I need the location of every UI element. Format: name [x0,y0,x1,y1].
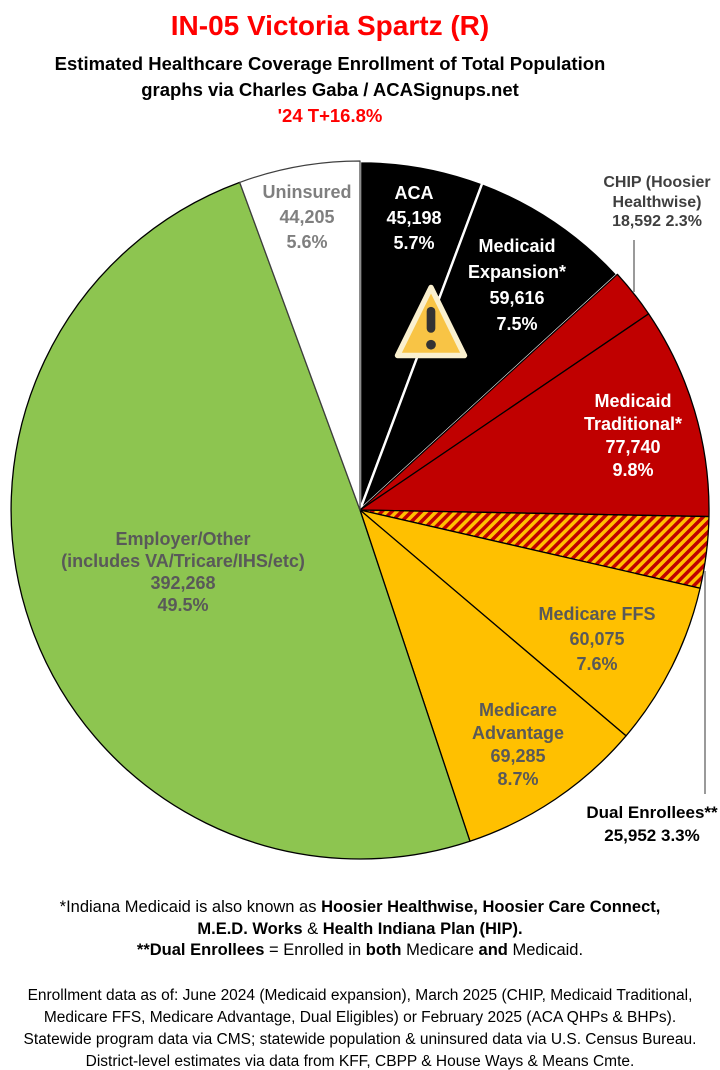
page-title: IN-05 Victoria Spartz (R) [170,10,490,41]
slice-label-chip: CHIP (Hoosier Healthwise) 18,592 2.3% [557,173,720,232]
slice-label-line: 45,198 [386,208,442,228]
chart-subtitle-line1: Estimated Healthcare Coverage Enrollment… [54,53,606,74]
footnote-line: *Indiana Medicaid is also known as Hoosi… [0,897,720,919]
slice-label-line: 69,285 [490,746,546,766]
warning-exclamation-dot [426,339,436,350]
slice-label-medicaid_expansion: Medicaid Expansion* 59,616 7.5% [422,233,612,337]
slice-label-line: 49.5% [157,595,209,615]
warning-icon [393,282,469,362]
footnote-segment: Hoosier Healthwise, Hoosier Care Connect… [321,898,661,916]
slice-label-line: 9.8% [612,460,654,480]
slice-label-line: 392,268 [150,573,216,593]
slice-label-line: 77,740 [605,437,661,457]
pie-slice-uninsured [239,160,361,511]
source-notes: Enrollment data as of: June 2024 (Medica… [0,985,720,1070]
footnote-segment: Medicare [401,941,479,959]
footnotes: *Indiana Medicaid is also known as Hoosi… [0,897,720,962]
footnote-segment: **Dual Enrollees [136,941,265,959]
slice-label-medicare_advantage: Medicare Advantage 69,285 8.7% [423,699,613,791]
slice-label-aca: ACA 45,198 5.7% [334,181,494,256]
footnote-segment: both [365,941,402,959]
footnote-segment: *Indiana Medicaid is also known as [59,898,322,916]
slice-label-line: 25,952 3.3% [604,826,700,845]
source-line: Enrollment data as of: June 2024 (Medica… [27,987,693,1004]
chart-subtitle-line2: graphs via Charles Gaba / ACASignups.net [141,79,519,100]
delta-note: '24 T+16.8% [277,105,383,126]
slice-label-line: (includes VA/Tricare/IHS/etc) [61,551,305,571]
warning-exclamation-bar [426,306,436,333]
slice-label-line: 8.7% [497,769,539,789]
slice-label-line: Traditional* [583,414,682,434]
slice-label-medicaid_traditional: Medicaid Traditional* 77,740 9.8% [538,390,720,482]
source-line: District-level estimates via data from K… [85,1053,635,1070]
slice-label-medicare_ffs: Medicare FFS 60,075 7.6% [502,602,692,677]
slice-label-line: Dual Enrollees** [586,803,718,822]
slice-label-line: Medicare [478,700,558,720]
slice-label-line: 60,075 [569,629,625,649]
slice-label-line: 18,592 2.3% [612,213,702,230]
slice-label-uninsured: Uninsured 44,205 5.6% [222,180,392,255]
slice-label-line: CHIP (Hoosier [603,174,711,191]
slice-label-line: 59,616 [489,288,545,308]
source-line: Statewide program data via CMS; statewid… [23,1031,697,1048]
footnote-segment: Medicaid. [507,941,584,959]
footnote-segment: & [302,919,323,938]
slice-label-line: Advantage [471,723,565,743]
slice-label-dual_enrollees: Dual Enrollees** 25,952 3.3% [532,801,720,847]
pie-slice-medicare_ffs [359,509,701,737]
slice-label-line: Uninsured [262,182,352,202]
slice-label-employer_other: Employer/Other (includes VA/Tricare/IHS/e… [23,528,343,616]
slice-label-line: Medicaid [594,391,672,411]
slice-label-line: Healthwise) [612,193,702,211]
pie-slice-employer_other [10,181,471,860]
slice-label-line: 5.7% [393,233,435,253]
slice-label-line: Medicare FFS [538,604,656,624]
chart-header: IN-05 Victoria Spartz (R) Estimated Heal… [0,10,660,129]
footnote-segment: = Enrolled in [264,941,366,959]
slice-label-line: 7.5% [496,314,538,334]
footnote-line: **Dual Enrollees = Enrolled in both Medi… [0,940,720,962]
slice-label-line: 7.6% [576,654,618,674]
footnote-line: M.E.D. Works & Health Indiana Plan (HIP)… [0,919,720,941]
slice-label-line: Expansion* [467,262,567,282]
footnote-segment: Health Indiana Plan (HIP). [322,919,523,938]
pie-slice-medicare_advantage [359,509,627,842]
pie-slice-medicaid_expansion [358,181,619,512]
slice-label-line: 44,205 [279,207,335,227]
footnote-segment: and [478,941,508,959]
footnote-segment: M.E.D. Works [197,919,303,938]
slice-label-line: 5.6% [286,232,328,252]
slice-label-line: Employer/Other [115,529,251,549]
source-line: Medicare FFS, Medicare Advantage, Dual E… [43,1009,677,1026]
pie-slice-medicaid_traditional [359,313,710,518]
slice-label-line: Medicaid [478,236,556,256]
slice-label-line: ACA [394,183,434,203]
